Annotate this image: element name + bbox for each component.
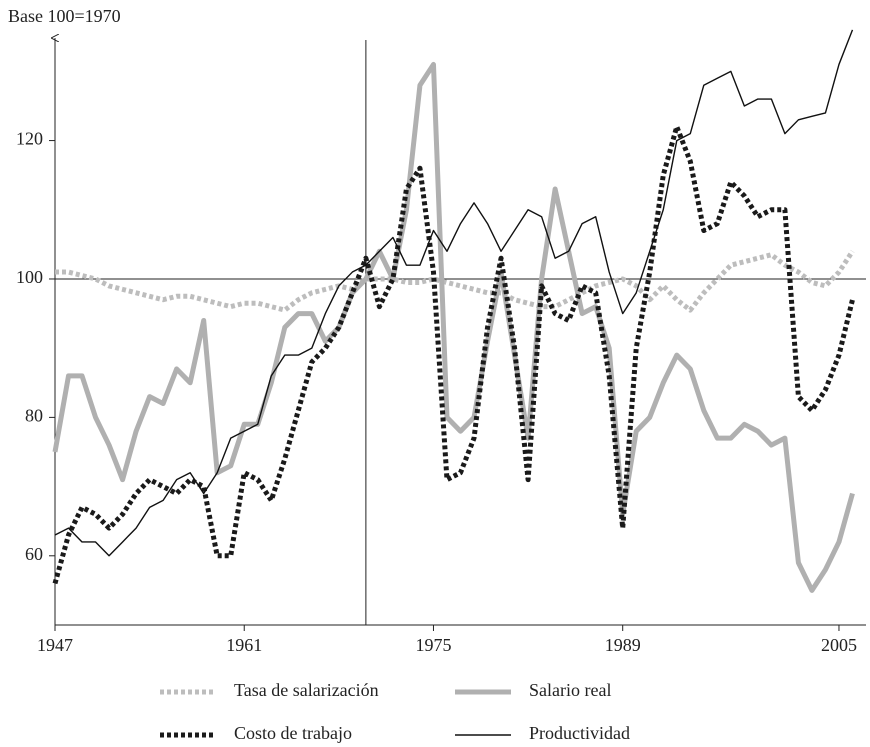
y-axis-label: Base 100=1970 [8, 6, 121, 26]
y-tick-label: 100 [16, 267, 43, 287]
legend-label: Productividad [529, 723, 630, 743]
legend-label: Tasa de salarización [234, 680, 379, 700]
y-tick-label: 80 [25, 406, 43, 426]
series-line [52, 124, 855, 585]
y-tick-label: 60 [25, 544, 43, 564]
legend-label: Salario real [529, 680, 611, 700]
x-tick-label: 1961 [226, 635, 262, 655]
x-tick-label: 1989 [605, 635, 641, 655]
x-tick-label: 1975 [415, 635, 451, 655]
y-tick-label: 120 [16, 129, 43, 149]
series-line [52, 61, 855, 593]
x-tick-label: 1947 [37, 635, 73, 655]
legend-label: Costo de trabajo [234, 723, 352, 743]
x-tick-label: 2005 [821, 635, 857, 655]
series-line [54, 29, 854, 557]
series-line [55, 249, 855, 313]
